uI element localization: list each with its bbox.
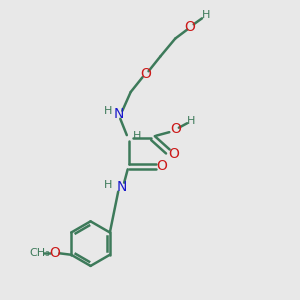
Text: N: N: [117, 180, 127, 194]
Text: H: H: [104, 180, 112, 190]
Text: O: O: [50, 246, 60, 260]
Text: O: O: [185, 20, 196, 34]
Text: O: O: [168, 147, 179, 161]
Text: H: H: [104, 106, 112, 116]
Text: O: O: [140, 67, 151, 81]
Text: H: H: [133, 131, 142, 141]
Text: CH₃: CH₃: [29, 248, 50, 258]
Text: O: O: [157, 159, 167, 173]
Text: N: N: [114, 107, 124, 121]
Text: H: H: [187, 116, 195, 126]
Text: O: O: [170, 122, 181, 136]
Text: H: H: [202, 11, 211, 20]
